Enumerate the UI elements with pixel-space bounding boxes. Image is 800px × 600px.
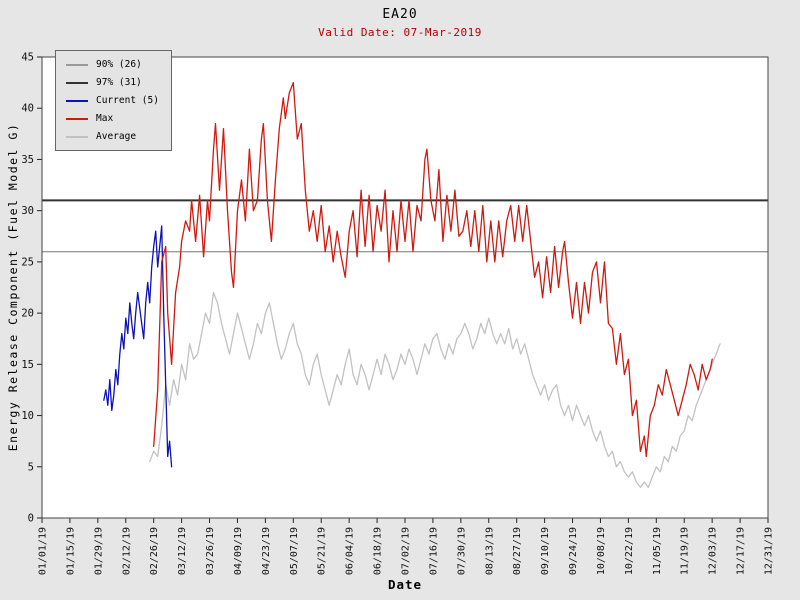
x-axis-label: Date bbox=[387, 577, 423, 592]
legend-item: Max bbox=[66, 113, 159, 124]
x-tick-label: 01/15/19 bbox=[65, 527, 76, 575]
x-tick-label: 09/24/19 bbox=[568, 527, 579, 575]
legend-item: Current (5) bbox=[66, 95, 159, 106]
x-tick-label: 06/04/19 bbox=[345, 527, 356, 575]
y-tick-label: 45 bbox=[21, 52, 34, 64]
x-tick-label: 04/09/19 bbox=[233, 527, 244, 575]
x-tick-label: 10/08/19 bbox=[596, 527, 607, 575]
plot-border bbox=[41, 56, 769, 519]
legend-item: Average bbox=[66, 131, 159, 142]
y-tick-label: 5 bbox=[28, 461, 34, 473]
x-tick-label: 01/01/19 bbox=[38, 527, 49, 575]
y-tick-label: 10 bbox=[21, 410, 34, 422]
series-average bbox=[149, 291, 721, 488]
y-tick-label: 0 bbox=[28, 513, 34, 525]
y-tick-label: 15 bbox=[21, 359, 34, 371]
x-tick-label: 05/21/19 bbox=[317, 527, 328, 575]
x-tick-label: 04/23/19 bbox=[261, 527, 272, 575]
legend-swatch-line bbox=[66, 99, 88, 102]
legend-item-label: 97% (31) bbox=[96, 77, 142, 88]
x-tick-label: 07/02/19 bbox=[401, 527, 412, 575]
y-tick-label: 25 bbox=[21, 256, 34, 268]
series-current bbox=[103, 225, 173, 468]
x-tick-label: 11/19/19 bbox=[680, 527, 691, 575]
x-tick-label: 02/26/19 bbox=[149, 527, 160, 575]
legend-item-label: 90% (26) bbox=[96, 59, 142, 70]
x-tick-label: 10/22/19 bbox=[624, 527, 635, 575]
series-max bbox=[153, 81, 713, 458]
legend: 90% (26) 97% (31) Current (5) Max Average bbox=[55, 50, 172, 151]
x-tick-label: 09/10/19 bbox=[540, 527, 551, 575]
chart-title: EA20 bbox=[382, 7, 418, 22]
legend-swatch-line bbox=[66, 81, 88, 84]
x-tick-label: 12/31/19 bbox=[764, 527, 775, 575]
y-tick-label: 20 bbox=[21, 308, 34, 320]
x-tick-label: 07/30/19 bbox=[456, 527, 467, 575]
legend-swatch-line bbox=[66, 63, 88, 66]
x-tick-label: 06/18/19 bbox=[373, 527, 384, 575]
legend-item-label: Average bbox=[96, 131, 137, 142]
x-tick-label: 01/29/19 bbox=[93, 527, 104, 575]
y-tick-label: 40 bbox=[21, 103, 34, 115]
x-tick-label: 05/07/19 bbox=[289, 527, 300, 575]
x-tick-label: 03/12/19 bbox=[177, 527, 188, 575]
chart-valid-date: Valid Date: 07-Mar-2019 bbox=[318, 26, 482, 39]
x-tick-label: 03/26/19 bbox=[205, 527, 216, 575]
legend-item-label: Current (5) bbox=[96, 95, 159, 106]
x-tick-label: 07/16/19 bbox=[428, 527, 439, 575]
y-tick-label: 35 bbox=[21, 154, 34, 166]
x-tick-label: 12/17/19 bbox=[736, 527, 747, 575]
legend-item: 90% (26) bbox=[66, 59, 159, 70]
legend-swatch-line bbox=[66, 135, 88, 138]
y-tick-label: 30 bbox=[21, 205, 34, 217]
x-tick-label: 02/12/19 bbox=[121, 527, 132, 575]
legend-swatch-line bbox=[66, 117, 88, 120]
x-tick-label: 08/27/19 bbox=[512, 527, 523, 575]
x-tick-label: 08/13/19 bbox=[484, 527, 495, 575]
x-tick-label: 12/03/19 bbox=[708, 527, 719, 575]
legend-item: 97% (31) bbox=[66, 77, 159, 88]
x-tick-label: 11/05/19 bbox=[652, 527, 663, 575]
legend-item-label: Max bbox=[96, 113, 114, 124]
